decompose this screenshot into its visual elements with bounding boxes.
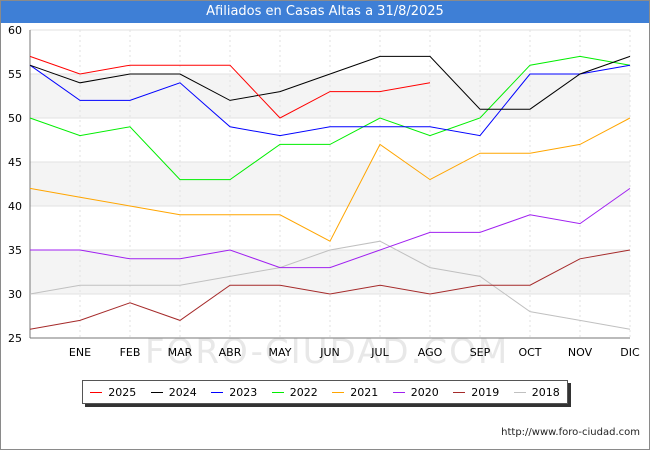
series-line-2025	[29, 55, 431, 119]
series-line-2019	[29, 249, 631, 330]
source-link[interactable]: http://www.foro-ciudad.com	[501, 427, 640, 438]
series-line-2021	[29, 117, 631, 242]
legend-label: 2018	[531, 385, 560, 399]
x-tick-label: MAY	[269, 346, 292, 359]
y-tick-label: 45	[8, 156, 22, 169]
legend-swatch	[271, 391, 284, 393]
legend-label: 2019	[471, 385, 500, 399]
legend-label: 2023	[229, 385, 258, 399]
legend-swatch	[513, 391, 526, 393]
y-tick-label: 25	[8, 332, 22, 345]
y-tick-label: 30	[8, 288, 22, 301]
legend-swatch	[332, 391, 345, 393]
legend-item-2020: 2020	[392, 385, 439, 399]
legend-item-2018: 2018	[513, 385, 560, 399]
y-tick-label: 50	[8, 112, 22, 125]
legend-label: 2025	[108, 385, 137, 399]
x-tick-label: OCT	[518, 346, 541, 359]
legend-swatch	[211, 391, 224, 393]
x-tick-label: ABR	[219, 346, 242, 359]
x-tick-label: ENE	[69, 346, 91, 359]
legend-swatch	[90, 391, 103, 393]
legend-label: 2020	[410, 385, 439, 399]
x-tick-label: MAR	[168, 346, 193, 359]
y-tick-label: 55	[8, 68, 22, 81]
chart-title: Afiliados en Casas Altas a 31/8/2025	[1, 1, 649, 23]
series-line-2020	[30, 187, 631, 269]
legend-label: 2021	[350, 385, 379, 399]
y-tick-label: 40	[8, 200, 22, 213]
series-line-2018	[29, 240, 631, 330]
x-tick-label: JUN	[319, 346, 340, 359]
x-tick-label: NOV	[568, 346, 593, 359]
chart-legend: 2025 2024 2023 2022 2021 2020 2019 2018	[82, 380, 568, 404]
series-line-2024	[29, 55, 631, 110]
legend-item-2021: 2021	[332, 386, 378, 399]
legend-label: 2022	[289, 385, 318, 399]
legend-item-2022: 2022	[271, 385, 318, 399]
x-tick-label: FEB	[120, 346, 141, 359]
x-tick-label: JUL	[370, 346, 389, 359]
legend-item-2019: 2019	[453, 386, 499, 399]
legend-item-2025: 2025	[90, 386, 136, 399]
plot-band	[30, 162, 630, 206]
x-tick-label: SEP	[470, 346, 491, 359]
legend-swatch	[453, 391, 466, 393]
y-tick-label: 60	[8, 24, 22, 37]
legend-swatch	[392, 391, 405, 393]
legend-item-2024: 2024	[150, 385, 197, 399]
legend-swatch	[150, 391, 163, 393]
x-tick-label: DIC	[620, 346, 640, 359]
legend-item-2023: 2023	[211, 386, 257, 399]
x-tick-label: AGO	[418, 346, 443, 359]
series-line-2023	[29, 64, 631, 137]
watermark: FORO-CIUDAD.COM	[145, 332, 510, 372]
legend-label: 2024	[168, 385, 197, 399]
series-line-2022	[29, 55, 631, 181]
y-tick-label: 35	[8, 244, 22, 257]
